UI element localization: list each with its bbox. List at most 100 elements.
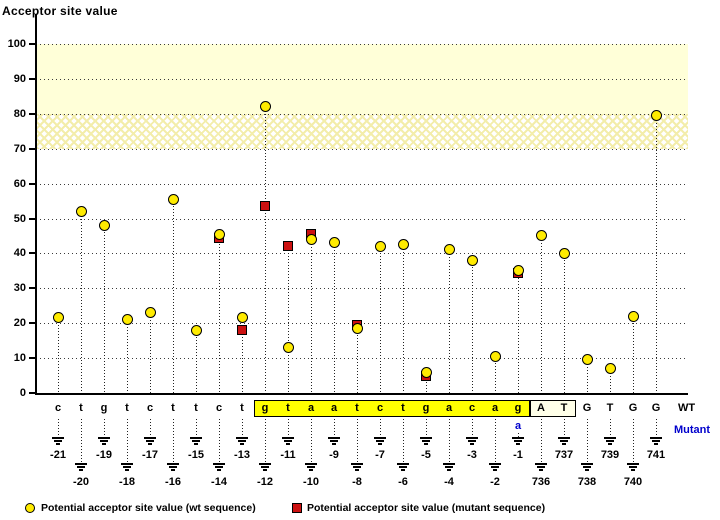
wt-point [213,228,225,240]
y-tick [29,252,36,255]
point-stem [150,316,151,393]
legend-wt-marker-icon [25,503,35,513]
ground-icon [309,469,313,471]
ground-icon [608,443,612,445]
y-tick [29,287,36,290]
position-label: -20 [73,476,89,488]
position-stem [81,419,82,463]
point-stem [610,372,611,393]
ground-icon [286,443,290,445]
position-stem [633,419,634,463]
wt-point [75,206,87,218]
position-label: -14 [211,476,227,488]
ground-icon [560,440,568,442]
ground-icon [75,463,87,465]
mutant-base: a [514,420,522,432]
wt-point [397,239,409,251]
ground-icon [585,469,589,471]
sequence-base: t [79,402,83,414]
ground-icon [652,440,660,442]
ground-icon [330,440,338,442]
position-stem [127,419,128,463]
point-stem [541,239,542,393]
ground-icon [558,437,570,439]
chart-title: Acceptor site value [2,4,118,18]
wt-point [259,101,271,113]
ground-icon [466,437,478,439]
sequence-base: t [355,402,359,414]
sequence-base: a [307,402,315,414]
wt-point [604,363,616,375]
ground-icon [424,443,428,445]
wt-row-label: WT [678,402,696,414]
ground-icon [581,463,593,465]
ground-icon [631,469,635,471]
ground-icon [399,466,407,468]
point-stem [449,253,450,393]
grid-line [40,148,688,150]
point-stem [219,238,220,393]
point-stem [104,229,105,393]
wt-point [650,110,662,122]
ground-icon [535,463,547,465]
grid-line [40,288,688,290]
legend-wt-label: Potential acceptor site value (wt sequen… [41,502,256,514]
point-stem [518,274,519,393]
sequence-base: c [468,402,476,414]
ground-icon [397,463,409,465]
ground-icon [146,440,154,442]
y-tick [29,112,36,115]
wt-point [98,219,110,231]
position-stem [311,419,312,463]
sequence-base: G [582,402,592,414]
wt-point [489,350,501,362]
ground-icon [282,437,294,439]
ground-icon [422,440,430,442]
ground-icon [493,469,497,471]
y-tick-label: 40 [13,247,26,260]
y-tick-label: 60 [13,177,26,190]
sequence-base: c [54,402,62,414]
position-stem [150,419,151,437]
ground-icon [447,469,451,471]
sequence-base: A [537,402,545,414]
position-stem [449,419,450,463]
position-label: -19 [96,449,112,461]
ground-icon [445,466,453,468]
point-stem [656,119,657,393]
sequence-base: g [100,402,108,414]
grid-line [40,218,688,220]
position-label: 739 [600,449,620,461]
ground-icon [537,466,545,468]
ground-icon [102,443,106,445]
sequence-base: t [171,402,175,414]
ground-icon [378,443,382,445]
ground-icon [355,469,359,471]
ground-icon [351,463,363,465]
ground-icon [213,463,225,465]
wt-point [374,240,386,252]
wt-point [305,233,317,245]
position-label: -21 [50,449,66,461]
ground-icon [238,440,246,442]
grid-line [40,44,688,45]
position-label: -7 [375,449,385,461]
point-stem [587,363,588,393]
point-stem [426,376,427,393]
position-label: -2 [490,476,500,488]
position-label: 741 [646,449,666,461]
position-label: -4 [444,476,454,488]
grid-line [40,358,688,360]
sequence-base: g [514,402,522,414]
ground-icon [190,437,202,439]
ground-icon [259,463,271,465]
ground-icon [100,440,108,442]
point-stem [173,203,174,393]
y-tick [29,217,36,220]
position-stem [173,419,174,463]
point-stem [564,257,565,393]
position-label: 740 [623,476,643,488]
position-label: -17 [142,449,158,461]
position-stem [472,419,473,437]
sequence-base: t [401,402,405,414]
